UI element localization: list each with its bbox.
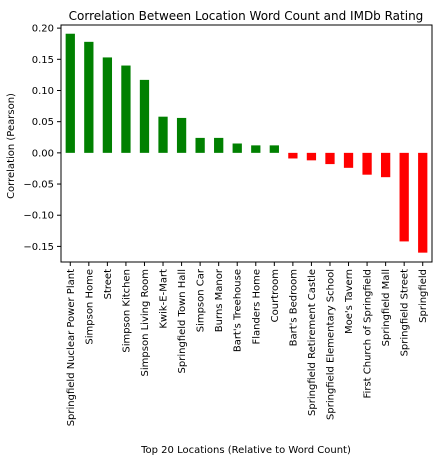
bar xyxy=(214,137,224,153)
bar xyxy=(158,116,168,153)
y-axis-label: Correlation (Pearson) xyxy=(6,93,17,199)
x-tick-label: Bart's Treehouse xyxy=(233,269,244,352)
x-tick-label: Springfield Nuclear Power Plant xyxy=(66,269,77,426)
plot-frame xyxy=(60,24,433,263)
y-tick-label: −0.10 xyxy=(23,211,54,222)
x-tick-label: Simpson Car xyxy=(196,268,207,332)
x-axis-label: Top 20 Locations (Relative to Word Count… xyxy=(140,445,351,456)
x-tick-label: Springfield Street xyxy=(400,269,411,356)
bar xyxy=(176,117,187,153)
bar xyxy=(65,33,75,153)
bar xyxy=(251,145,261,153)
x-axis: Springfield Nuclear Power Plant Simpson H… xyxy=(66,262,429,426)
x-tick-label: Springfield Mall xyxy=(381,269,392,346)
bars-layer xyxy=(65,33,428,253)
x-tick-label: Springfield Retirement Castle xyxy=(307,269,318,416)
bar xyxy=(84,41,94,153)
bar xyxy=(325,152,335,165)
x-tick-label: Simpson Kitchen xyxy=(121,269,132,353)
bar xyxy=(380,152,391,178)
x-tick-label: Courtroom xyxy=(270,269,281,322)
x-tick-label: Moe's Tavern xyxy=(344,269,355,334)
x-tick-label: Burns Manor xyxy=(214,268,225,332)
bar xyxy=(306,152,317,161)
x-tick-label: Street xyxy=(103,269,114,299)
bar xyxy=(121,65,131,153)
x-tick-label: Simpson Living Room xyxy=(140,269,151,376)
x-tick-label: Flanders Home xyxy=(251,269,262,345)
bar xyxy=(139,79,150,153)
bar xyxy=(288,152,298,159)
x-tick-label: Springfield Town Hall xyxy=(177,269,188,373)
y-tick-label: 0.10 xyxy=(32,86,54,97)
bar xyxy=(343,152,354,168)
x-tick-label: Bart's Bedroom xyxy=(288,269,299,346)
bar xyxy=(195,137,205,153)
y-tick-label: −0.15 xyxy=(23,242,54,253)
y-axis: −0.15 −0.10 −0.05 0.00 0.05 0.10 0.15 0.20 xyxy=(23,24,61,253)
x-tick-label: Simpson Home xyxy=(84,269,95,345)
y-tick-label: 0.15 xyxy=(32,55,54,66)
x-tick-label: First Church of Springfield xyxy=(363,269,374,398)
y-tick-label: 0.20 xyxy=(32,24,54,35)
bar xyxy=(362,152,372,175)
bar xyxy=(399,152,409,242)
y-tick-label: 0.00 xyxy=(32,148,54,159)
bar xyxy=(232,143,242,153)
bar xyxy=(269,145,279,153)
chart-title: Correlation Between Location Word Count … xyxy=(69,9,424,23)
x-tick-label: Kwik-E-Mart xyxy=(159,269,170,329)
x-tick-label: Springfield Elementary School xyxy=(325,269,336,420)
x-tick-label: Springfield xyxy=(418,269,429,323)
bar xyxy=(418,152,428,253)
bar xyxy=(102,57,113,153)
y-tick-label: −0.05 xyxy=(23,180,54,191)
y-tick-label: 0.05 xyxy=(32,117,54,128)
